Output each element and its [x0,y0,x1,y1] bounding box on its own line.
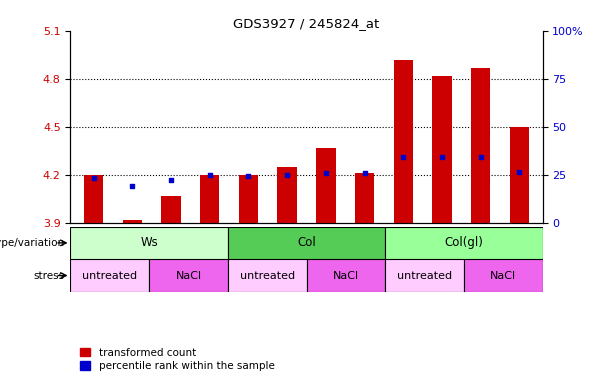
Bar [228,259,306,292]
Bar [432,76,452,223]
Bar [84,175,104,223]
Text: NaCl: NaCl [175,270,202,281]
Point [89,175,99,181]
Text: stress: stress [33,270,64,281]
Bar [70,259,149,292]
Bar [70,227,228,259]
Bar [239,175,258,223]
Bar [509,127,529,223]
Bar [471,68,490,223]
Bar [464,259,543,292]
Text: Col: Col [297,237,316,249]
Bar [385,259,464,292]
Bar [278,167,297,223]
Text: genotype/variation: genotype/variation [0,238,64,248]
Bar [228,227,385,259]
Text: untreated: untreated [240,270,295,281]
Point [321,170,331,176]
Text: NaCl: NaCl [490,270,516,281]
Point [514,169,524,175]
Bar [200,175,219,223]
Bar [123,220,142,223]
Point [128,183,137,189]
Point [398,154,408,160]
Title: GDS3927 / 245824_at: GDS3927 / 245824_at [234,17,379,30]
Point [282,172,292,178]
Bar [161,195,181,223]
Text: untreated: untreated [397,270,452,281]
Point [166,177,176,183]
Text: NaCl: NaCl [333,270,359,281]
Text: untreated: untreated [82,270,137,281]
Point [437,154,447,160]
Point [360,170,370,176]
Text: Ws: Ws [140,237,158,249]
Point [476,154,485,160]
Bar [355,173,374,223]
Bar [316,147,335,223]
Bar [306,259,385,292]
Point [243,173,253,179]
Bar [149,259,228,292]
Bar [385,227,543,259]
Legend: transformed count, percentile rank within the sample: transformed count, percentile rank withi… [75,344,279,375]
Bar [394,60,413,223]
Point [205,172,215,178]
Text: Col(gl): Col(gl) [444,237,483,249]
